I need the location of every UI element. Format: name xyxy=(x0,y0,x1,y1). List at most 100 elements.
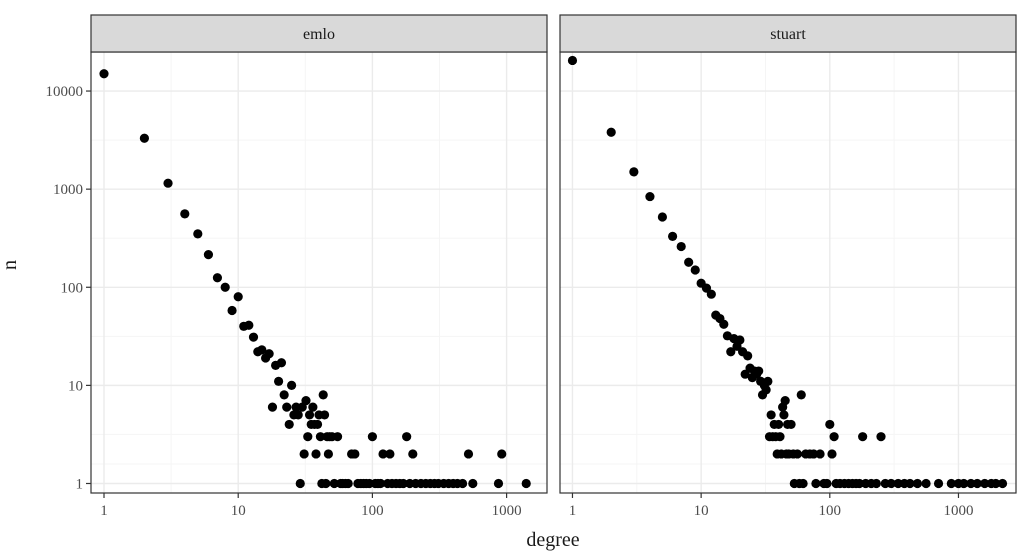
data-point xyxy=(829,432,839,442)
data-point xyxy=(282,402,292,412)
y-tick-label: 10000 xyxy=(46,84,84,100)
data-point xyxy=(267,402,278,412)
data-point xyxy=(754,366,764,376)
data-point xyxy=(706,289,716,299)
data-point xyxy=(385,449,395,459)
data-point xyxy=(773,419,784,430)
data-point xyxy=(786,419,796,430)
data-point xyxy=(567,55,578,66)
data-point xyxy=(343,478,353,489)
data-point xyxy=(244,320,254,330)
data-point xyxy=(367,432,378,442)
data-point xyxy=(318,390,328,400)
data-point xyxy=(761,385,771,395)
data-point xyxy=(811,478,821,489)
panel-background xyxy=(560,52,1016,493)
data-point xyxy=(521,478,531,489)
data-point xyxy=(311,449,321,459)
data-point xyxy=(809,449,819,459)
data-point xyxy=(667,231,678,241)
data-point xyxy=(212,273,223,283)
data-point xyxy=(871,478,881,489)
data-point xyxy=(690,265,700,275)
data-point xyxy=(792,449,803,459)
data-points xyxy=(99,69,531,489)
data-point xyxy=(966,478,976,489)
minor-gridlines xyxy=(91,52,547,493)
data-point xyxy=(822,478,832,489)
x-tick-label: 100 xyxy=(819,503,842,519)
data-point xyxy=(858,432,868,442)
data-point xyxy=(233,292,243,302)
data-point xyxy=(684,257,694,267)
data-point xyxy=(248,332,259,342)
data-point xyxy=(304,410,315,420)
data-point xyxy=(997,478,1008,489)
x-tick-label: 1000 xyxy=(492,503,522,519)
data-point xyxy=(274,376,284,386)
data-point xyxy=(886,478,896,489)
data-point xyxy=(780,395,790,406)
data-point xyxy=(743,351,753,361)
data-point xyxy=(227,305,237,316)
data-point xyxy=(921,478,931,489)
data-point xyxy=(991,478,1001,489)
data-point xyxy=(905,478,915,489)
data-point xyxy=(295,478,305,489)
data-point xyxy=(766,410,776,420)
data-point xyxy=(220,282,230,292)
minor-gridlines xyxy=(560,52,1016,493)
panel-stuart: stuart 1 10 100 1000 xyxy=(559,14,1017,519)
x-tick-label: 1 xyxy=(100,503,108,519)
data-point xyxy=(763,376,773,386)
data-point xyxy=(287,380,297,390)
data-point xyxy=(301,395,311,406)
data-point xyxy=(180,209,190,219)
data-point xyxy=(933,478,944,489)
data-point xyxy=(876,432,886,442)
data-point xyxy=(257,345,267,355)
data-point xyxy=(163,178,173,188)
data-point xyxy=(402,432,412,442)
y-tick-label: 100 xyxy=(61,280,84,296)
y-tick-label: 1000 xyxy=(53,182,83,198)
data-point xyxy=(779,410,789,420)
x-tick-label: 1000 xyxy=(943,503,973,519)
data-point xyxy=(946,478,956,489)
data-point xyxy=(375,478,386,489)
data-point xyxy=(378,449,388,459)
data-point xyxy=(815,449,825,459)
data-point xyxy=(303,432,313,442)
data-point xyxy=(676,241,686,252)
strip-label: emlo xyxy=(303,26,335,43)
data-point xyxy=(329,478,339,489)
data-point xyxy=(276,358,287,368)
data-point xyxy=(606,127,616,137)
data-point xyxy=(719,319,729,329)
data-point xyxy=(657,212,668,222)
y-axis-title: n xyxy=(0,260,21,270)
data-point xyxy=(312,419,323,430)
y-tick-label: 10 xyxy=(68,378,83,394)
x-tick-label: 10 xyxy=(231,503,246,519)
data-point xyxy=(972,478,982,489)
data-point xyxy=(293,410,303,420)
data-point xyxy=(497,449,507,459)
data-point xyxy=(493,478,504,489)
data-point xyxy=(203,250,214,260)
strip-background xyxy=(559,14,1017,53)
data-point xyxy=(321,478,331,489)
data-point xyxy=(139,133,150,143)
data-point xyxy=(332,432,343,442)
strip-label: stuart xyxy=(770,26,806,43)
data-point xyxy=(323,449,333,459)
data-point xyxy=(959,478,969,489)
data-point xyxy=(645,191,655,202)
major-gridlines xyxy=(91,52,547,493)
data-point xyxy=(980,478,990,489)
data-point xyxy=(827,449,837,459)
data-point xyxy=(726,347,736,357)
data-point xyxy=(319,410,330,420)
data-point xyxy=(463,449,474,459)
data-point xyxy=(798,478,808,489)
